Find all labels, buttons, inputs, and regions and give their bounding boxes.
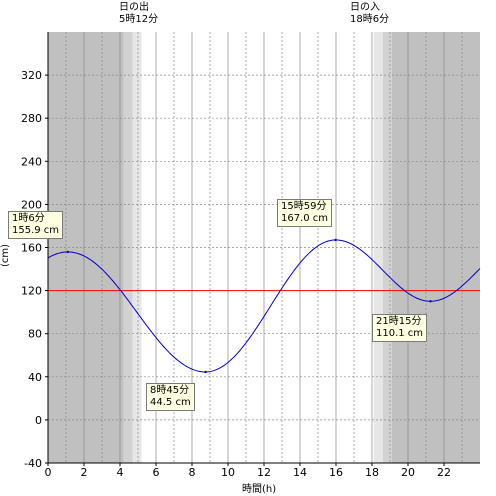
callout-height: 167.0 cm (281, 213, 329, 224)
tide-extremum-point-0 (66, 250, 70, 254)
x-tick-label: 16 (329, 466, 343, 479)
sunset-label: 日の入 18時6分 (350, 2, 389, 26)
x-tick-label: 12 (257, 466, 271, 479)
y-tick-label: 160 (21, 242, 42, 255)
x-tick-label: 4 (117, 466, 124, 479)
sunset-title: 日の入 (350, 2, 380, 13)
y-tick-label: 320 (21, 69, 42, 82)
x-tick-label: 6 (153, 466, 160, 479)
tide-extremum-point-1 (204, 370, 207, 374)
shade-band-5 (382, 32, 392, 463)
x-tick-label: 0 (45, 466, 52, 479)
x-tick-label: 22 (437, 466, 451, 479)
y-tick-label: 0 (35, 414, 42, 427)
x-tick-label: 18 (365, 466, 379, 479)
y-axis-title: (cm) (0, 243, 12, 268)
tide-line-layer (47, 238, 481, 374)
x-axis-title: 時間(h) (242, 484, 277, 495)
y-tick-label: 120 (21, 285, 42, 298)
low-tide-1-callout: 8時45分 44.5 cm (146, 383, 195, 411)
y-tick-label: 240 (21, 155, 42, 168)
callout-height: 110.1 cm (376, 328, 424, 339)
sunset-time: 18時6分 (350, 14, 390, 25)
shade-band-4 (373, 32, 383, 463)
sunrise-title: 日の出 (119, 2, 149, 13)
callout-time: 21時15分 (376, 316, 422, 327)
high-tide-2-callout: 15時59分 167.0 cm (277, 199, 333, 227)
tide-extremum-point-2 (334, 238, 337, 242)
callout-time: 1時6分 (12, 213, 45, 224)
x-tick-label: 14 (293, 466, 307, 479)
callout-time: 15時59分 (281, 201, 327, 212)
x-tick-label: 10 (221, 466, 235, 479)
high-tide-1-callout: 1時6分 155.9 cm (8, 211, 64, 239)
callout-height: 155.9 cm (12, 225, 60, 236)
y-tick-label: 280 (21, 112, 42, 125)
x-tick-label: 2 (81, 466, 88, 479)
x-tick-label: 20 (401, 466, 415, 479)
axes: 0 2 4 6 8 10 12 14 16 18 20 22-40040801201602002402… (21, 32, 480, 479)
callout-height: 44.5 cm (150, 397, 191, 408)
y-tick-label: -40 (24, 457, 42, 470)
low-tide-2-callout: 21時15分 110.1 cm (372, 314, 428, 342)
x-tick-label: 8 (189, 466, 196, 479)
tide-extremum-point-3 (429, 300, 432, 303)
tide-height-line (47, 239, 481, 373)
sunrise-time: 5時12分 (119, 14, 159, 25)
sunrise-label: 日の出 5時12分 (119, 2, 158, 26)
y-tick-label: 80 (28, 328, 42, 341)
y-tick-label: 200 (21, 198, 42, 211)
callout-time: 8時45分 (150, 385, 190, 396)
y-tick-label: 40 (28, 371, 42, 384)
